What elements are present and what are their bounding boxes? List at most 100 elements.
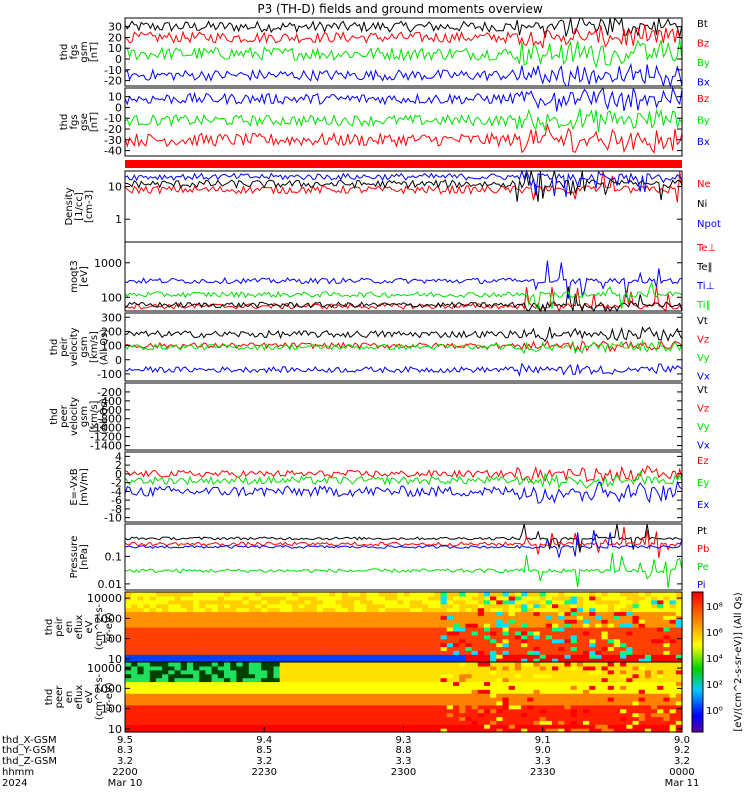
heatmap-cell — [558, 592, 565, 597]
y-tick-label: -40 — [104, 145, 122, 158]
heatmap-cell — [552, 697, 559, 702]
heatmap-cell — [193, 619, 200, 624]
heatmap-cell — [341, 619, 349, 624]
heatmap-cell — [329, 728, 336, 733]
heatmap-cell — [477, 595, 485, 601]
heatmap-cell — [199, 615, 207, 620]
heatmap-cell — [378, 619, 386, 624]
heatmap-cell — [409, 595, 417, 601]
heatmap-cell — [261, 697, 268, 702]
heatmap-cell — [527, 634, 535, 640]
heatmap-cell — [539, 642, 547, 648]
heatmap-cell — [354, 603, 361, 609]
heatmap-cell — [131, 595, 138, 601]
heatmap-cell — [347, 607, 355, 613]
heatmap-cell — [316, 728, 324, 733]
heatmap-cell — [428, 724, 436, 729]
heatmap-cell — [180, 720, 188, 725]
heatmap-cell — [490, 697, 497, 702]
heatmap-cell — [316, 654, 324, 659]
heatmap-cell — [384, 662, 392, 667]
heatmap-cell — [576, 665, 584, 671]
heatmap-cell — [248, 658, 256, 663]
heatmap-cell — [384, 654, 392, 659]
heatmap-cell — [372, 720, 380, 725]
heatmap-cell — [527, 708, 535, 714]
heatmap-cell — [657, 623, 664, 628]
panel-frame — [124, 87, 683, 157]
heatmap-cell — [440, 595, 448, 601]
heatmap-cell — [496, 716, 504, 721]
heatmap-cell — [527, 623, 535, 628]
heatmap-cell — [205, 689, 213, 694]
heatmap-cell — [533, 697, 541, 702]
heatmap-cell — [292, 650, 299, 655]
series-line-red — [124, 170, 683, 203]
heatmap-cell — [514, 642, 522, 648]
heatmap-cell — [298, 720, 306, 725]
heatmap-cell — [347, 673, 355, 679]
heatmap-cell — [601, 693, 609, 698]
heatmap-cell — [236, 669, 244, 675]
heatmap-cell — [186, 689, 194, 694]
heatmap-cell — [248, 716, 256, 721]
heatmap-cell — [502, 712, 510, 718]
heatmap-cell — [180, 638, 188, 644]
heatmap-cell — [335, 599, 343, 605]
heatmap-cell — [576, 634, 584, 640]
y-axis-label: thdfgsgse[nT] — [59, 112, 100, 132]
heatmap-cell — [657, 615, 664, 620]
heatmap-cell — [384, 638, 392, 644]
heatmap-cell — [391, 728, 398, 733]
heatmap-cell — [558, 623, 565, 628]
heatmap-cell — [366, 673, 374, 679]
heatmap-cell — [477, 611, 485, 616]
heatmap-cell — [217, 599, 225, 605]
heatmap-cell — [230, 697, 237, 702]
y-tick-label: 0.1 — [105, 550, 123, 563]
heatmap-cell — [162, 611, 169, 616]
heatmap-cell — [589, 716, 596, 721]
heatmap-cell — [446, 654, 454, 659]
heatmap-cell — [626, 603, 634, 609]
heatmap-cell — [403, 615, 411, 620]
heatmap-cell — [391, 704, 398, 710]
heatmap-cell — [310, 623, 318, 628]
heatmap-cell — [335, 607, 343, 613]
heatmap-cell — [279, 592, 287, 597]
heatmap-cell — [632, 689, 640, 694]
heatmap-cell — [440, 665, 448, 671]
heatmap-cell — [174, 704, 182, 710]
heatmap-cell — [354, 728, 361, 733]
heatmap-cell — [558, 662, 565, 667]
heatmap-cell — [638, 673, 646, 679]
heatmap-cell — [552, 603, 559, 609]
heatmap-cell — [267, 642, 275, 648]
heatmap-cell — [521, 646, 528, 651]
heatmap-cell — [583, 634, 590, 640]
heatmap-cell — [576, 689, 584, 694]
heatmap-cell — [298, 677, 306, 683]
heatmap-cell — [446, 646, 454, 651]
heatmap-cell — [620, 646, 627, 651]
heatmap-cell — [607, 642, 615, 648]
heatmap-cell — [168, 638, 176, 644]
heatmap-cell — [508, 689, 516, 694]
heatmap-cell — [477, 716, 485, 721]
heatmap-cell — [378, 592, 386, 597]
heatmap-cell — [255, 677, 262, 683]
heatmap-cell — [434, 700, 442, 706]
heatmap-cell — [644, 592, 652, 597]
heatmap-cell — [632, 650, 640, 655]
legend-entry: Pb — [697, 544, 709, 555]
heatmap-cell — [335, 634, 343, 640]
heatmap-cell — [595, 650, 603, 655]
heatmap-cell — [143, 654, 151, 659]
heatmap-cell — [248, 697, 256, 702]
heatmap-cell — [403, 669, 411, 675]
heatmap-cell — [162, 623, 169, 628]
heatmap-cell — [477, 634, 485, 640]
legend-entry: Te⊥ — [696, 243, 716, 254]
heatmap-cell — [316, 638, 324, 644]
